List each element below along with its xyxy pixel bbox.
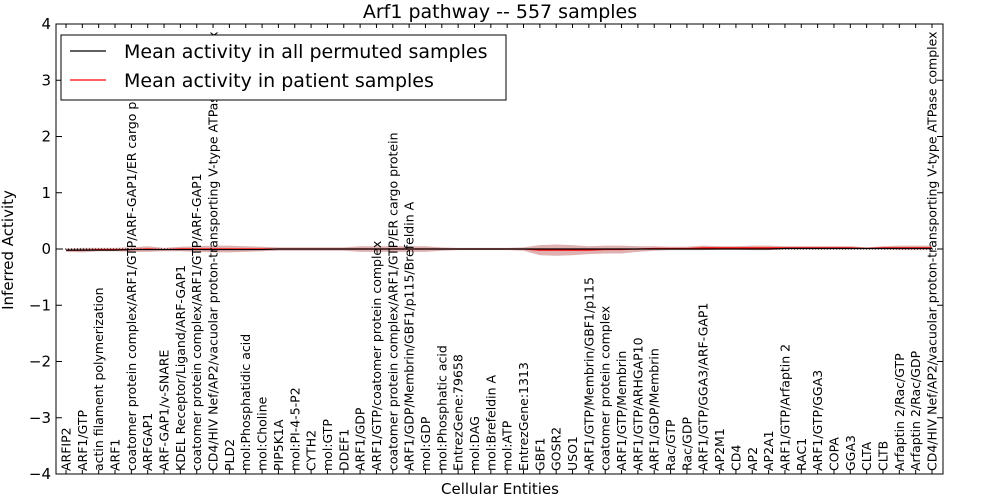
x-tick-label: ARF1/GTP/Membrin/GBF1/p115 (581, 277, 596, 471)
x-tick-label: CD4 (728, 445, 743, 471)
y-tick-label: 2 (41, 128, 51, 146)
x-tick-label: actin filament polymerization (91, 287, 106, 471)
y-tick-label: −2 (29, 353, 51, 371)
x-tick-label: ARFGAP1 (140, 413, 155, 471)
x-tick-label: PLD2 (222, 439, 237, 471)
x-tick-label: ARF1/GDP/Membrin (647, 348, 662, 471)
x-tick-label: ARF1/GTP/GGA3/ARF-GAP1 (696, 303, 711, 471)
x-tick-label: ARF1/GDP (353, 407, 368, 471)
x-tick-label: ARF1/GTP/coatomer protein complex (369, 241, 384, 471)
x-tick-label: ARF-GAP1/v-SNARE (157, 350, 172, 471)
x-tick-label: coatomer protein complex/ARF1/GTP/ARF-GA… (189, 173, 204, 471)
x-tick-label: EntrezGene:1313 (516, 362, 531, 471)
x-tick-label: Arfaptin 2/Rac/GTP (892, 353, 907, 471)
legend-label-patient: Mean activity in patient samples (124, 70, 434, 92)
x-tick-label: mol:ATP (500, 420, 515, 471)
y-tick-label: 3 (41, 71, 51, 89)
x-tick-label: mol:Choline (255, 396, 270, 471)
x-tick-label: AP2M1 (712, 428, 727, 471)
x-tick-label: coatomer protein complex/ARF1/GTP/ER car… (385, 132, 400, 471)
x-tick-label: DDEF1 (336, 429, 351, 471)
x-tick-label: mol:Phosphatic acid (434, 345, 449, 471)
x-tick-label: mol:Phosphatidic acid (238, 334, 253, 471)
x-tick-label: ARF1/GTP/Membrin (614, 351, 629, 471)
x-tick-label: COPA (826, 437, 841, 471)
x-tick-label: KDEL Receptor/Ligand/ARF-GAP1 (173, 265, 188, 471)
x-tick-label: RAC1 (794, 438, 809, 471)
x-tick-label: Rac/GTP (663, 419, 678, 471)
data-layer (56, 244, 943, 256)
x-tick-label: ARF1/GDP/Membrin/GBF1/p115/Brefeldin A (402, 201, 417, 471)
x-tick-label: ARF1/GTP (75, 410, 90, 471)
permuted-series-line (66, 247, 932, 251)
x-tick-label: coatomer protein complex (598, 306, 613, 471)
x-tick-label: EntrezGene:79658 (451, 354, 466, 471)
x-tick-label: mol:GDP (418, 416, 433, 471)
y-tick-label: 1 (41, 184, 51, 202)
x-tick-label: ARF1/GTP/GGA3 (810, 370, 825, 471)
x-tick-label: mol:GTP (320, 419, 335, 471)
y-axis-label: Inferred Activity (0, 190, 17, 310)
legend-label-permuted: Mean activity in all permuted samples (124, 41, 487, 63)
y-tick-label: −4 (29, 465, 51, 483)
x-tick-label: CD4/HIV Nef/AP2/vacuolar proton-transpor… (925, 32, 940, 472)
y-tick-label: 0 (41, 240, 51, 258)
x-tick-label: USO1 (565, 436, 580, 471)
y-tick-label: −1 (29, 296, 51, 314)
x-tick-label: CLTA (859, 441, 874, 471)
x-tick-label: coatomer protein complex/ARF1/GTP/ARF-GA… (124, 65, 139, 471)
x-tick-label: ARF1/GTP/Arfaptin 2 (777, 344, 792, 471)
x-tick-label: mol:PI-4-5-P2 (287, 387, 302, 471)
x-tick-label: CYTH2 (304, 430, 319, 471)
y-tick-label: 4 (41, 15, 51, 33)
x-tick-label: GOSR2 (549, 427, 564, 471)
x-tick-label: CLTB (875, 441, 890, 471)
x-tick-label: ARFIP2 (59, 427, 74, 471)
plot-area: ARFIP2 ARF1/GTP actin filament polymerizat… (29, 15, 944, 483)
x-tick-label: AP2 (745, 447, 760, 471)
x-tick-label: mol:DAG (467, 416, 482, 471)
x-tick-label: ARF1 (108, 439, 123, 471)
x-tick-label: ARF1/GTP/ARHGAP10 (630, 337, 645, 471)
x-tick-label: CD4/HIV Nef/AP2/vacuolar proton-transpor… (206, 32, 221, 472)
x-tick-label: mol:Brefeldin A (483, 374, 498, 471)
x-tick-label: GBF1 (532, 438, 547, 471)
x-axis-label: Cellular Entities (441, 480, 559, 498)
legend: Mean activity in all permuted samples Mea… (60, 34, 507, 101)
y-tick-label: −3 (29, 409, 51, 427)
legend-box (60, 34, 507, 101)
x-tick-label: Rac/GDP (679, 417, 694, 471)
plot-frame (55, 23, 944, 475)
chart-title: Arf1 pathway -- 557 samples (363, 1, 637, 23)
x-tick-label: AP2A1 (761, 430, 776, 471)
x-tick-label: PIP5K1A (271, 419, 286, 471)
x-tick-label: GGA3 (843, 435, 858, 471)
x-tick-label: Arfaptin 2/Rac/GDP (908, 350, 923, 471)
